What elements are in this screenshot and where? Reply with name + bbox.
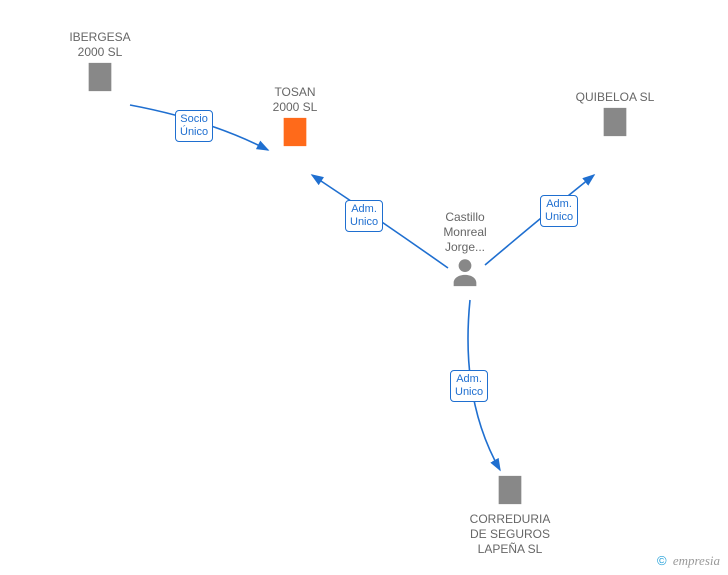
node-icon-wrap [50,60,150,99]
node-icon-wrap [565,105,665,144]
node-tosan[interactable]: TOSAN2000 SL [245,85,345,154]
edge-label-castillo-tosan: Adm.Unico [345,200,383,232]
edge-label-castillo-quibeloa: Adm.Unico [540,195,578,227]
node-icon-wrap [460,473,560,512]
node-label: IBERGESA2000 SL [50,30,150,60]
node-correduria[interactable]: CORREDURIADE SEGUROSLAPEÑA SL [460,473,560,557]
node-label: CastilloMonrealJorge... [415,210,515,255]
node-label: CORREDURIADE SEGUROSLAPEÑA SL [460,512,560,557]
attribution-text: empresia [673,553,720,568]
building-icon [83,60,117,94]
node-icon-wrap [415,255,515,294]
node-icon-wrap [245,115,345,154]
person-icon [448,255,482,289]
node-label: TOSAN2000 SL [245,85,345,115]
node-label: QUIBELOA SL [565,90,665,105]
attribution: © empresia [657,553,720,569]
edge-label-castillo-correduria: Adm.Unico [450,370,488,402]
building-icon [278,115,312,149]
edge-label-ibergesa-tosan: SocioÚnico [175,110,213,142]
diagram-canvas: IBERGESA2000 SL TOSAN2000 SL QUIBELOA SL… [0,0,728,575]
node-quibeloa[interactable]: QUIBELOA SL [565,90,665,144]
node-ibergesa[interactable]: IBERGESA2000 SL [50,30,150,99]
building-icon [493,473,527,507]
node-castillo[interactable]: CastilloMonrealJorge... [415,210,515,294]
copyright-symbol: © [657,553,667,568]
building-icon [598,105,632,139]
